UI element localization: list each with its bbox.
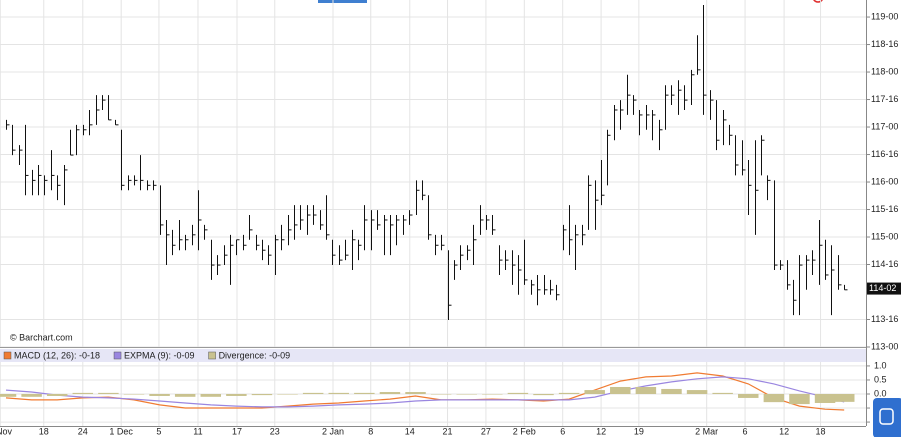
x-tick-label: 18: [816, 426, 826, 436]
x-tick-label: 19: [634, 426, 644, 436]
divergence-bar: [405, 392, 426, 394]
y-tick-label: 114-16: [871, 259, 898, 269]
x-tick-label: 21: [443, 426, 453, 436]
x-tick-label: 23: [270, 426, 280, 436]
divergence-bar: [558, 392, 580, 394]
y-tick-label: 119-00: [871, 11, 898, 21]
divergence-bar: [789, 394, 810, 405]
divergence-bar: [302, 392, 324, 394]
x-tick-label: 1 Dec: [109, 426, 133, 436]
divergence-bar: [533, 394, 554, 396]
x-tick-label: 2 Feb: [513, 426, 536, 436]
divergence-bar: [635, 386, 657, 394]
divergence-bar: [610, 386, 631, 394]
macd-line: [5, 372, 845, 411]
x-tick-label: 6: [743, 426, 748, 436]
x-tick-label: 24: [78, 426, 88, 436]
divergence-bar: [0, 394, 17, 397]
divergence-bar: [379, 392, 401, 394]
divergence-bar: [354, 392, 375, 394]
x-tick-label: 14: [405, 426, 415, 436]
divergence-bar: [174, 394, 196, 397]
divergence-bar: [123, 394, 145, 395]
y-tick-label: 116-16: [871, 149, 898, 159]
legend-label: MACD (12, 26): -0-18: [14, 350, 100, 360]
macd-header: [0, 349, 866, 362]
y-tick-label: 115-16: [871, 204, 898, 214]
watermark: © Barchart.com: [10, 332, 73, 342]
badge[interactable]: [873, 398, 901, 437]
y-tick-label: 117-00: [871, 121, 898, 131]
x-tick-label: 2 Jan: [322, 426, 344, 436]
x-tick-label: 12: [596, 426, 606, 436]
y-tick-label: 118-16: [871, 39, 898, 49]
x-tick-label: 8: [368, 426, 373, 436]
legend-label: Divergence: -0-09: [219, 350, 291, 360]
divergence-bar: [814, 394, 836, 403]
last-price-label: 114-02: [869, 283, 896, 293]
y-tick-label: 115-00: [871, 231, 898, 241]
divergence-bar: [456, 394, 477, 395]
divergence-bar: [328, 392, 349, 394]
y-tick-label: 113-16: [871, 314, 898, 324]
x-tick-label: 2 Mar: [695, 426, 718, 436]
legend-label: EXPMA (9): -0-09: [124, 350, 195, 360]
divergence-bar: [21, 394, 42, 397]
divergence-bar: [251, 394, 273, 396]
y-tick-label: 0.5: [874, 374, 887, 384]
x-tick-label: 18: [39, 426, 49, 436]
x-tick-label: 5: [156, 426, 161, 436]
x-tick-label: 17: [232, 426, 242, 436]
divergence-bar: [72, 392, 94, 394]
divergence-bar: [46, 394, 68, 396]
x-tick-label: 27: [481, 426, 491, 436]
x-tick-label: 11: [193, 426, 202, 436]
divergence-bar: [834, 394, 855, 402]
y-tick-label: 116-00: [871, 176, 898, 186]
y-tick-label: 117-16: [871, 94, 898, 104]
top-tab: [318, 0, 367, 3]
legend-swatch: [208, 351, 216, 360]
x-tick-label: 2 Nov: [0, 426, 13, 436]
y-tick-label: 1.0: [874, 360, 887, 370]
y-tick-label: 118-00: [871, 66, 898, 76]
divergence-bar: [507, 392, 529, 394]
divergence-bar: [482, 394, 503, 395]
badge-icon[interactable]: [879, 408, 894, 425]
divergence-bar: [686, 390, 708, 394]
macd-line: [5, 376, 845, 408]
divergence-bar: [98, 392, 119, 394]
legend-swatch: [3, 351, 12, 360]
divergence-bar: [430, 394, 452, 395]
legend-swatch: [113, 351, 122, 360]
x-tick-label: 12: [779, 426, 789, 436]
divergence-bar: [149, 394, 170, 396]
last-price-marker: [867, 282, 901, 295]
divergence-bar: [712, 392, 733, 394]
top-indicator: [813, 0, 823, 3]
divergence-bar: [584, 390, 605, 394]
badge-bg[interactable]: [873, 398, 901, 437]
x-tick-label: 6: [560, 426, 565, 436]
divergence-bar: [277, 394, 298, 395]
y-tick-label: 113-00: [871, 341, 898, 351]
y-tick-label: 0.0: [874, 388, 887, 398]
divergence-bar: [738, 394, 759, 398]
divergence-bar: [763, 394, 785, 403]
divergence-bar: [226, 394, 247, 396]
marks: [0, 4, 855, 411]
divergence-bar: [661, 388, 682, 394]
divergence-bar: [200, 394, 222, 397]
